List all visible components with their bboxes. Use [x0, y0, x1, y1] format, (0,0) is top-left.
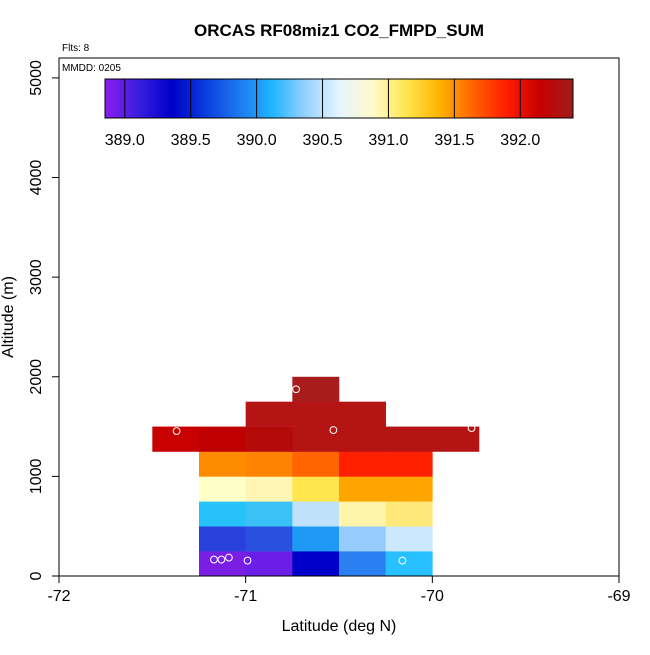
chart-title: ORCAS RF08miz1 CO2_FMPD_SUM — [194, 21, 484, 40]
colorbar-tick-label: 389.5 — [171, 132, 211, 149]
y-axis: 0 1000 2000 3000 4000 5000 — [28, 60, 59, 580]
heatmap-cell — [292, 476, 340, 502]
heatmap-cell — [292, 526, 340, 552]
heatmap-cell — [292, 551, 340, 577]
y-tick-label: 5000 — [28, 60, 45, 96]
colorbar-tick-label: 390.5 — [302, 132, 342, 149]
heatmap-cell — [339, 401, 386, 427]
y-axis-label: Altitude (m) — [0, 276, 17, 358]
heatmap-cell — [292, 401, 340, 427]
heatmap-cell — [245, 401, 293, 427]
heatmap-cell — [245, 526, 293, 552]
heatmap-cell — [339, 501, 386, 527]
colorbar: 389.0 389.5 390.0 390.5 391.0 391.5 392.0 — [104, 78, 574, 149]
heatmap-cell — [292, 426, 340, 452]
data-point — [172, 427, 181, 435]
colorbar-gradient — [104, 78, 574, 119]
y-tick-label: 2000 — [28, 359, 45, 395]
heatmap-cell — [245, 451, 293, 477]
heatmap-cell — [245, 426, 293, 452]
heatmap-cell — [339, 551, 386, 577]
data-point — [329, 426, 338, 434]
heatmap-cell — [385, 501, 433, 527]
data-point — [210, 555, 218, 564]
heatmap-cell — [385, 551, 433, 577]
flights-note: Flts: 8 — [62, 43, 90, 54]
heatmap-cell — [339, 426, 386, 452]
heatmap-cell — [199, 526, 246, 552]
x-tick-label: -69 — [607, 588, 630, 605]
heatmap-cell — [292, 451, 340, 477]
heatmap-cell — [199, 501, 246, 527]
heatmap-cell — [432, 426, 480, 452]
data-point — [467, 424, 476, 432]
colorbar-tick-label: 389.0 — [105, 132, 145, 149]
colorbar-tick-label: 392.0 — [500, 132, 540, 149]
x-tick-label: -72 — [47, 588, 70, 605]
x-axis-label: Latitude (deg N) — [282, 618, 397, 635]
heatmap-cell — [199, 426, 246, 452]
heatmap-cell — [245, 476, 293, 502]
data-point — [292, 385, 300, 394]
x-tick-label: -71 — [234, 588, 257, 605]
data-point — [224, 553, 233, 562]
data-point — [243, 556, 252, 565]
y-tick-label: 4000 — [28, 160, 45, 196]
heatmap-cell — [245, 501, 293, 527]
colorbar-tick-label: 391.5 — [434, 132, 474, 149]
colorbar-tick-label: 390.0 — [237, 132, 277, 149]
data-point — [217, 555, 226, 564]
colorbar-tick-label: 391.0 — [368, 132, 408, 149]
plot-frame — [58, 57, 620, 577]
heatmap-cell — [385, 476, 433, 502]
heatmap-cell — [152, 426, 200, 452]
heatmap-cell — [292, 376, 340, 402]
heatmap-cell — [385, 526, 433, 552]
heatmap-cell — [339, 451, 386, 477]
flight-points — [172, 385, 476, 565]
x-axis: -72 -71 -70 -69 — [47, 576, 631, 605]
heatmap-cell — [292, 501, 340, 527]
heatmap-cell — [385, 451, 433, 477]
date-note: MMDD: 0205 — [62, 63, 121, 74]
heatmap-cell — [385, 426, 433, 452]
y-tick-label: 3000 — [28, 259, 45, 295]
heatmap-cell — [199, 551, 246, 577]
heatmap-cell — [245, 551, 293, 577]
y-tick-label: 0 — [28, 571, 45, 580]
x-tick-label: -70 — [421, 588, 444, 605]
heatmap-cell — [199, 451, 246, 477]
heatmap-cell — [339, 476, 386, 502]
y-tick-label: 1000 — [28, 458, 45, 494]
heatmap-cell — [199, 476, 246, 502]
data-point — [398, 556, 407, 565]
heatmap-cell — [339, 526, 386, 552]
heatmap-cells — [152, 376, 480, 577]
